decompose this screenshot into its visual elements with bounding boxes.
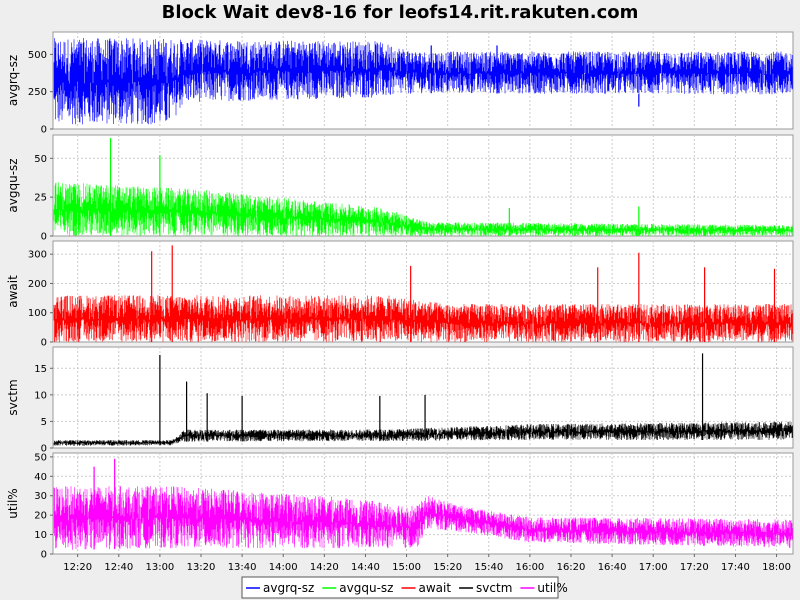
x-tick-label: 14:20	[310, 562, 339, 573]
y-tick-label: 0	[41, 338, 47, 349]
plot-area	[52, 134, 794, 237]
x-tick-label: 15:00	[392, 562, 421, 573]
series-avgrq-sz	[53, 38, 793, 125]
y-axis-label: svctm	[6, 379, 20, 415]
series-util%	[53, 486, 793, 550]
legend-box	[241, 576, 559, 599]
x-tick-label: 12:20	[63, 562, 92, 573]
legend-item-await: await	[401, 581, 451, 595]
panel-svctm: 0 5 10 15 svctm	[6, 346, 794, 455]
series-await	[53, 295, 793, 342]
legend-label: avgrq-sz	[263, 581, 314, 595]
y-tick-label: 20	[34, 511, 47, 522]
x-tick-label: 13:40	[228, 562, 257, 573]
x-tick-label: 14:00	[269, 562, 298, 573]
y-tick-label: 300	[28, 250, 47, 261]
y-tick-label: 500	[28, 50, 47, 61]
y-tick-label: 200	[28, 279, 47, 290]
y-tick-label: 10	[34, 390, 47, 401]
chart-legend: avgrq-sz avgqu-sz await svctm util%	[241, 576, 568, 599]
panel-avgqu-sz: 0 25 50 avgqu-sz	[6, 134, 794, 243]
series-avgqu-sz	[53, 182, 793, 236]
y-axis-label: avgqu-sz	[6, 158, 20, 212]
y-tick-label: 30	[34, 491, 47, 502]
legend-label: avgqu-sz	[339, 581, 393, 595]
x-tick-label: 18:00	[762, 562, 791, 573]
y-tick-label: 40	[34, 472, 47, 483]
y-tick-label: 15	[34, 364, 47, 375]
x-tick-label: 14:40	[351, 562, 380, 573]
chart-title: Block Wait dev8-16 for leofs14.rit.rakut…	[162, 2, 639, 23]
x-tick-label: 15:40	[474, 562, 503, 573]
x-tick-label: 16:20	[557, 562, 586, 573]
y-tick-label: 50	[34, 154, 47, 165]
legend-item-avgqu-sz: avgqu-sz	[322, 581, 393, 595]
x-tick-label: 15:20	[433, 562, 462, 573]
legend-label: await	[418, 581, 451, 595]
x-tick-label: 13:00	[145, 562, 174, 573]
y-axis-label: util%	[6, 488, 20, 518]
y-tick-label: 5	[41, 417, 47, 428]
legend-label: util%	[537, 581, 567, 595]
legend-item-avgrq-sz: avgrq-sz	[246, 581, 314, 595]
legend-item-util%: util%	[520, 581, 568, 595]
y-axis-label: await	[6, 275, 20, 308]
y-tick-label: 25	[34, 193, 47, 204]
x-axis: 12:20 12:40 13:00 13:20 13:40 14:00 14:20 14:40…	[63, 554, 791, 573]
series-svctm	[53, 421, 793, 446]
y-tick-label: 0	[41, 232, 47, 243]
y-tick-label: 0	[41, 550, 47, 561]
y-axis-label: avgrq-sz	[6, 55, 20, 106]
y-tick-label: 250	[28, 87, 47, 98]
panel-await: 0 100 200 300 await	[6, 240, 794, 349]
x-tick-label: 13:20	[187, 562, 216, 573]
y-tick-label: 50	[34, 452, 47, 463]
panel-avgrq-sz: 0 250 500 avgrq-sz	[6, 31, 794, 136]
x-tick-label: 17:20	[680, 562, 709, 573]
y-tick-label: 0	[41, 444, 47, 455]
legend-item-svctm: svctm	[459, 581, 512, 595]
legend-label: svctm	[476, 581, 512, 595]
x-tick-label: 17:00	[639, 562, 668, 573]
x-tick-label: 16:00	[515, 562, 544, 573]
x-tick-label: 17:40	[721, 562, 750, 573]
y-tick-label: 10	[34, 530, 47, 541]
x-tick-label: 16:40	[598, 562, 627, 573]
chart-panels: 0250500avgrq-sz02550avgqu-sz0100200300aw…	[6, 31, 794, 561]
y-tick-label: 0	[41, 125, 47, 136]
y-tick-label: 100	[28, 308, 47, 319]
panel-util%: 0 10 20 30 40 50 util%	[6, 452, 794, 561]
x-tick-label: 12:40	[104, 562, 133, 573]
